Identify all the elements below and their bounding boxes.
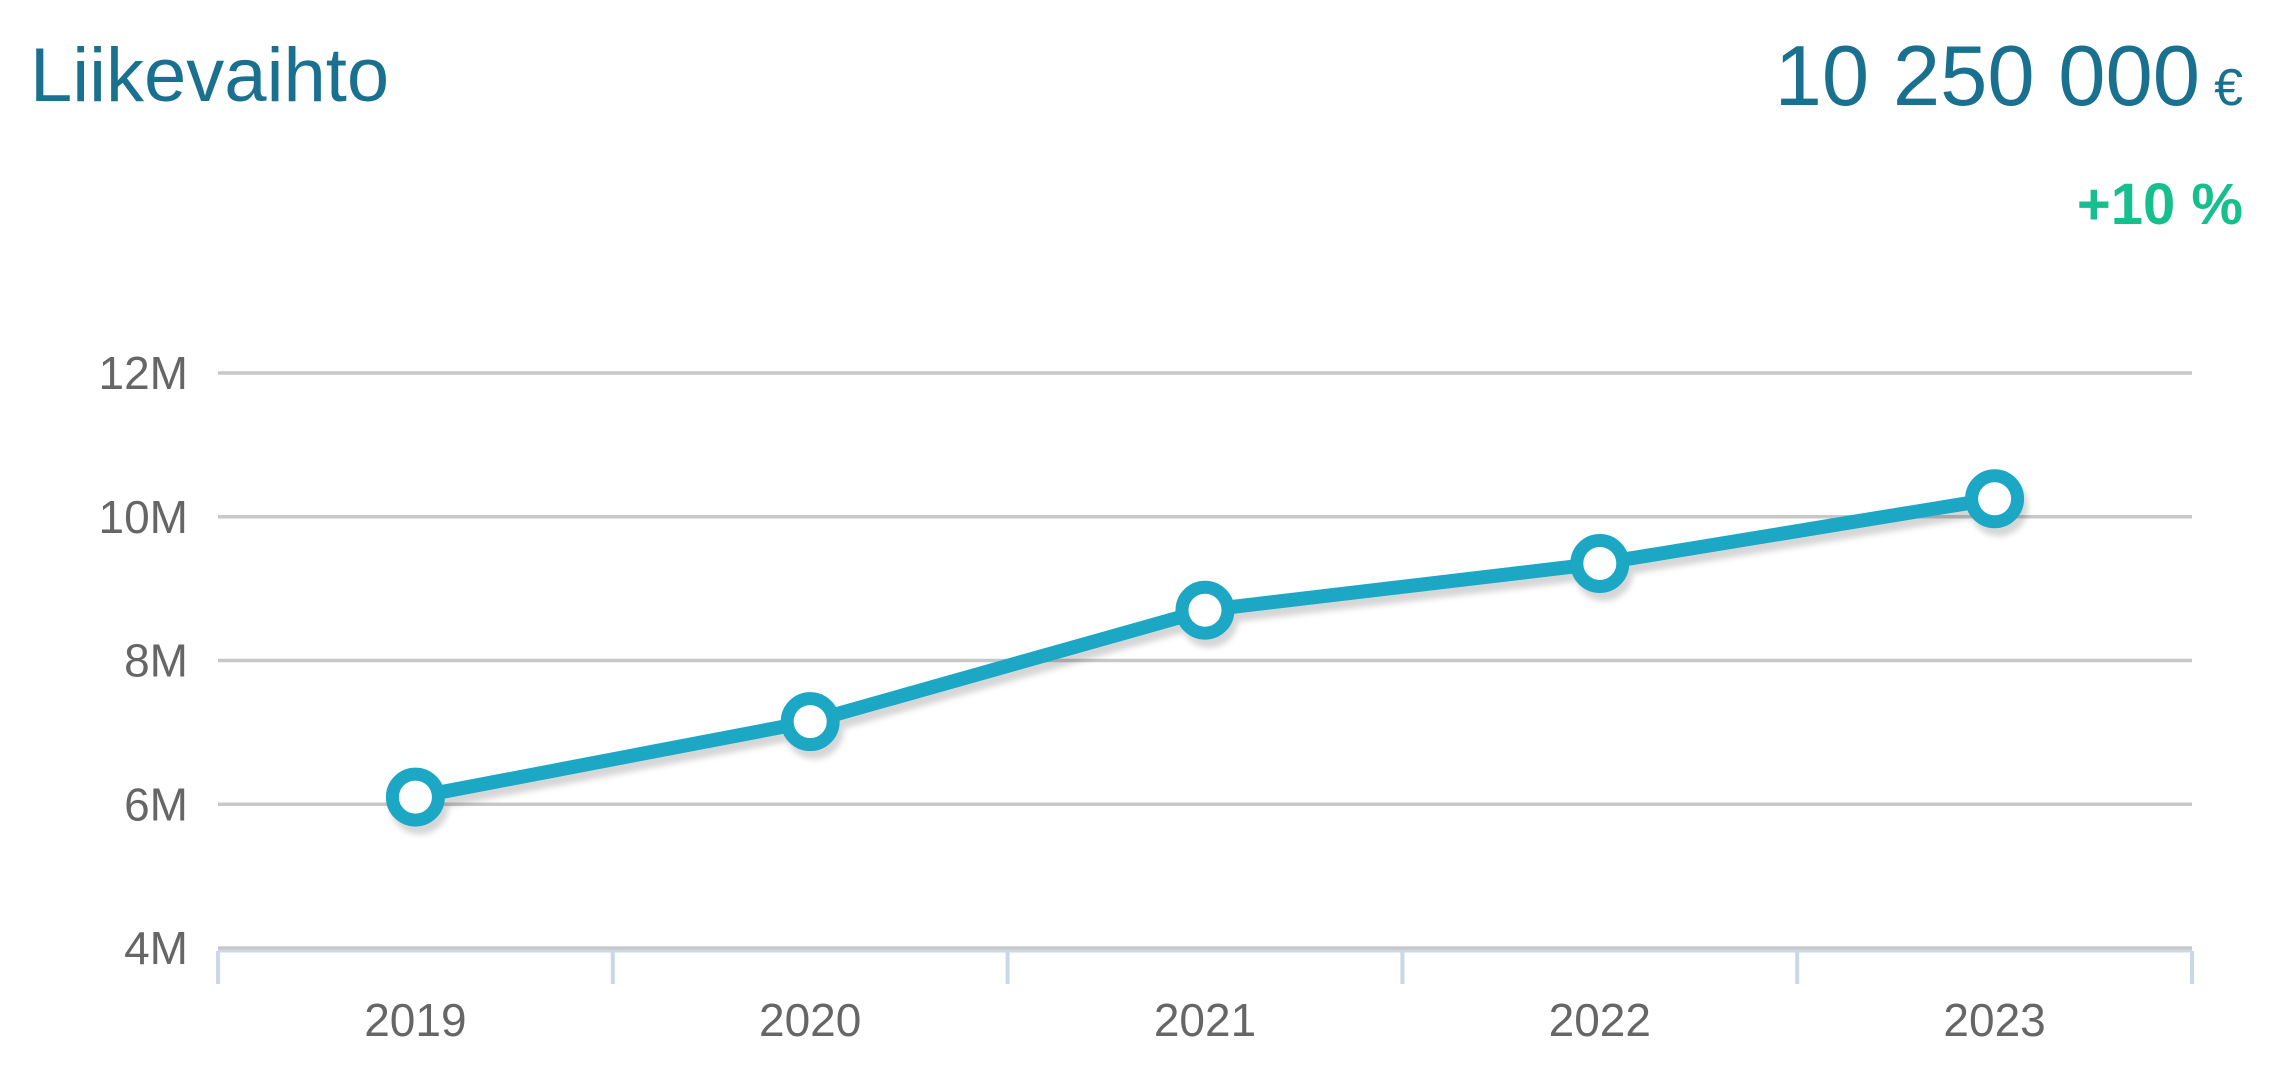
y-axis-label: 12M <box>99 347 188 399</box>
data-point-2023[interactable] <box>1965 469 2025 529</box>
euro-currency-symbol: € <box>2214 59 2243 117</box>
x-axis-label: 2021 <box>1154 994 1256 1046</box>
revenue-value: 10 250 000 € <box>1775 32 2243 133</box>
page-title: Liikevaihto <box>30 33 390 118</box>
x-axis-label: 2020 <box>759 994 861 1046</box>
data-point-2022[interactable] <box>1570 533 1630 593</box>
data-point-2021[interactable] <box>1175 580 1235 640</box>
change-badge: +10 % <box>2076 172 2243 237</box>
series-liikevaihto <box>385 469 2025 827</box>
y-axis-label: 8M <box>124 635 188 687</box>
data-point-2020[interactable] <box>780 692 840 752</box>
data-point-2019[interactable] <box>385 767 445 827</box>
x-axis-label: 2019 <box>364 994 466 1046</box>
y-axis-label: 6M <box>124 778 188 830</box>
x-axis-label: 2023 <box>1943 994 2045 1046</box>
y-axis-label: 4M <box>124 922 188 974</box>
headline-block: 10 250 000 € +10 % <box>1775 32 2243 235</box>
revenue-amount: 10 250 000 <box>1774 29 2201 124</box>
x-axis-label: 2022 <box>1549 994 1651 1046</box>
y-axis-label: 10M <box>99 491 188 543</box>
series-line <box>408 491 2002 805</box>
